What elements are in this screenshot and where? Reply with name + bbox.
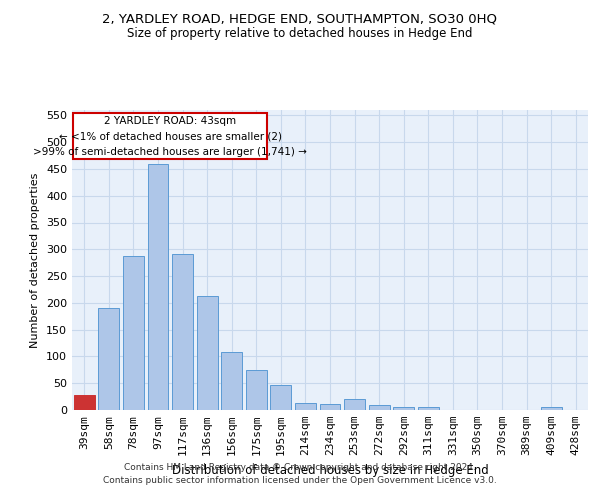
Bar [148,164,169,410]
Text: Size of property relative to detached houses in Hedge End: Size of property relative to detached ho… [127,28,473,40]
Bar [368,404,389,410]
Y-axis label: Number of detached properties: Number of detached properties [31,172,40,348]
Bar [197,296,218,410]
Bar [418,408,439,410]
Bar [320,404,340,410]
Bar [541,407,562,410]
FancyBboxPatch shape [73,113,268,160]
Bar [295,403,316,410]
Bar [123,256,144,410]
Bar [172,254,193,410]
Bar [74,395,95,410]
Text: Contains HM Land Registry data © Crown copyright and database right 2024.
Contai: Contains HM Land Registry data © Crown c… [103,464,497,485]
Bar [98,308,119,410]
Bar [221,352,242,410]
Text: 2 YARDLEY ROAD: 43sqm
← <1% of detached houses are smaller (2)
>99% of semi-deta: 2 YARDLEY ROAD: 43sqm ← <1% of detached … [34,116,307,157]
Bar [246,370,267,410]
Bar [344,400,365,410]
X-axis label: Distribution of detached houses by size in Hedge End: Distribution of detached houses by size … [172,464,488,476]
Text: 2, YARDLEY ROAD, HEDGE END, SOUTHAMPTON, SO30 0HQ: 2, YARDLEY ROAD, HEDGE END, SOUTHAMPTON,… [103,12,497,26]
Bar [393,408,414,410]
Bar [271,386,292,410]
